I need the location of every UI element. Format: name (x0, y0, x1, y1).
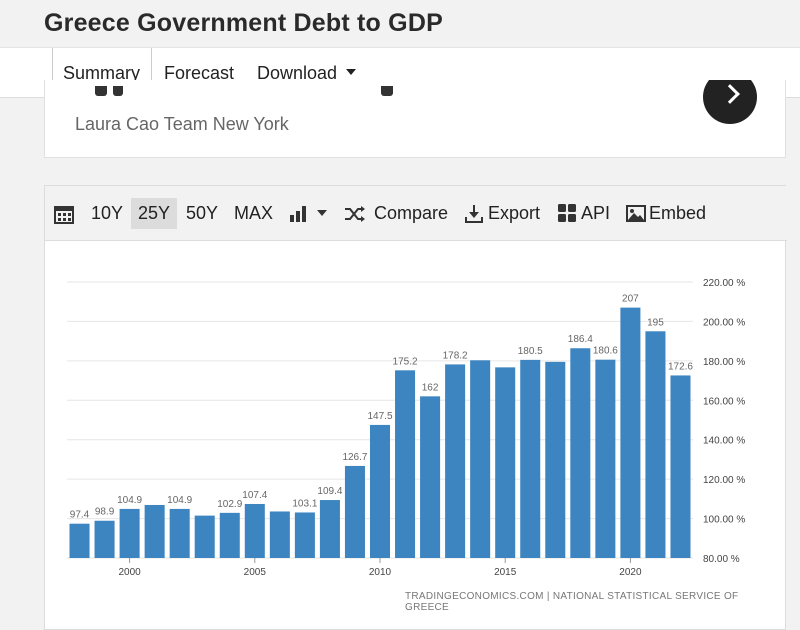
bar (670, 375, 691, 558)
y-tick-label: 200.00 % (703, 317, 745, 328)
data-label: 126.7 (342, 452, 367, 463)
y-tick-label: 160.00 % (703, 396, 745, 407)
bar (344, 465, 365, 558)
data-label: 162 (422, 382, 439, 393)
shuffle-icon (345, 206, 365, 222)
embed-button[interactable]: Embed (649, 203, 707, 223)
bar (194, 515, 215, 558)
data-label: 195 (647, 317, 664, 328)
tab-download-label: Download (257, 63, 338, 83)
data-label: 102.9 (217, 499, 242, 510)
x-tick-label: 2010 (369, 567, 392, 578)
bar-series (69, 307, 691, 558)
y-axis-ticks: 80.00 % 100.00 % 120.00 % 140.00 % 160.00 % 1… (703, 278, 745, 565)
chart-source: TRADINGECONOMICS.COM | NATIONAL STATISTI… (405, 591, 739, 613)
range-max-button[interactable]: MAX (234, 203, 274, 223)
bar (545, 361, 566, 558)
download-icon (465, 205, 483, 223)
bar (119, 508, 140, 558)
bar (94, 520, 115, 558)
export-button[interactable]: Export (488, 203, 541, 223)
range-10y-button[interactable]: 10Y (91, 203, 124, 223)
bar (319, 500, 340, 558)
y-tick-label: 120.00 % (703, 475, 745, 486)
bar (369, 424, 391, 558)
data-label: 104.9 (117, 495, 142, 506)
bar (69, 523, 90, 558)
page-title: Greece Government Debt to GDP (44, 9, 443, 37)
data-label: 207 (622, 294, 639, 305)
bar (420, 396, 441, 558)
y-tick-label: 80.00 % (703, 554, 740, 565)
bar (570, 348, 591, 558)
bar (144, 504, 165, 558)
data-label: 107.4 (242, 490, 267, 501)
bar (470, 360, 491, 558)
news-author: Laura Cao Team New York (75, 114, 289, 134)
bar (445, 364, 466, 558)
chevron-right-icon (720, 84, 740, 104)
bar (219, 512, 240, 558)
bar (169, 508, 190, 558)
y-tick-label: 140.00 % (703, 436, 745, 447)
bar (620, 307, 641, 558)
data-label: 97.4 (70, 510, 90, 521)
page-header: Greece Government Debt to GDP (0, 0, 800, 48)
range-50y-button[interactable]: 50Y (186, 203, 219, 223)
data-label: 186.4 (568, 334, 593, 345)
compare-button[interactable]: Compare (374, 203, 449, 223)
grid-icon (558, 204, 576, 222)
bar (269, 511, 290, 558)
tab-download[interactable]: Download (257, 48, 357, 98)
api-button[interactable]: API (581, 203, 611, 223)
y-tick-label: 180.00 % (703, 357, 745, 368)
data-label: 180.6 (593, 346, 618, 357)
data-label: 172.6 (668, 361, 693, 372)
x-tick-label: 2000 (118, 567, 141, 578)
bar (294, 512, 315, 558)
data-label: 147.5 (367, 411, 392, 422)
news-headline-clipped (73, 86, 393, 98)
x-tick-label: 2015 (494, 567, 517, 578)
next-article-button[interactable] (703, 80, 757, 124)
data-label: 98.9 (95, 507, 115, 518)
y-tick-label: 100.00 % (703, 515, 745, 526)
range-25y-button[interactable]: 25Y (131, 198, 178, 229)
bar (244, 503, 265, 558)
data-label: 180.5 (518, 346, 543, 357)
chart-panel: 10Y 25Y 50Y MAX Compare Export API (44, 185, 787, 630)
bar (520, 359, 541, 558)
chart-toolbar: 10Y 25Y 50Y MAX Compare Export API (45, 186, 787, 241)
x-tick-label: 2005 (244, 567, 267, 578)
bar (395, 370, 416, 558)
tab-forecast[interactable]: Forecast (164, 63, 235, 83)
data-label: 175.2 (393, 356, 418, 367)
data-label: 104.9 (167, 495, 192, 506)
bar (645, 331, 666, 558)
calendar-icon[interactable] (54, 204, 74, 224)
image-icon (626, 205, 646, 222)
data-label: 103.1 (292, 498, 317, 509)
x-tick-label: 2020 (619, 567, 642, 578)
data-label: 109.4 (317, 486, 342, 497)
bar (595, 359, 616, 558)
x-axis-ticks: 2000 2005 2010 2015 2020 (118, 558, 642, 578)
bar (495, 367, 516, 558)
news-card[interactable]: Laura Cao Team New York (44, 80, 786, 158)
caret-down-icon (346, 69, 357, 76)
data-label: 178.2 (443, 350, 468, 361)
y-tick-label: 220.00 % (703, 278, 745, 289)
chart-type-icon[interactable] (289, 205, 331, 223)
